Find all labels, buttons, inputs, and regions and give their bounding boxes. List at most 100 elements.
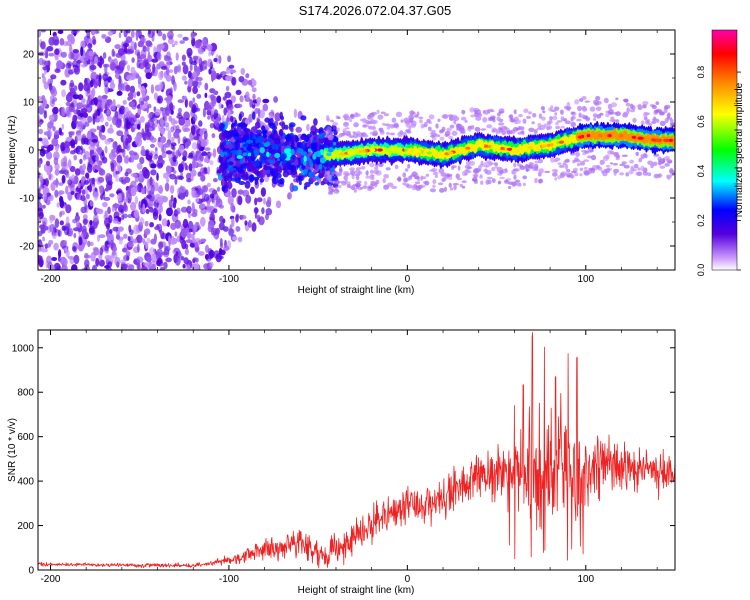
heatmap-cell — [296, 175, 300, 184]
heatmap-cell — [357, 171, 363, 175]
heatmap-cell — [227, 55, 232, 63]
heatmap-cell — [92, 115, 96, 125]
heatmap-cell — [468, 160, 475, 166]
heatmap-cell — [519, 164, 524, 169]
heatmap-cell — [312, 158, 317, 165]
heatmap-cell — [112, 218, 119, 224]
heatmap-cell — [655, 101, 660, 105]
heatmap-cell — [136, 59, 141, 69]
heatmap-cell — [89, 79, 94, 88]
heatmap-cell — [417, 184, 423, 190]
heatmap-cell — [106, 109, 110, 116]
heatmap-cell — [122, 147, 126, 158]
heatmap-cell — [143, 168, 150, 179]
heatmap-cell — [73, 85, 78, 91]
heatmap-cell — [41, 248, 48, 253]
heatmap-cell — [549, 119, 553, 124]
heatmap-cell — [149, 137, 157, 143]
heatmap-cell — [402, 172, 407, 178]
heatmap-cell — [582, 107, 588, 112]
heatmap-cell — [74, 168, 81, 176]
heatmap-cell — [209, 123, 215, 129]
heatmap-cell — [183, 111, 191, 121]
heatmap-cell — [169, 87, 173, 95]
heatmap-cell — [405, 122, 410, 128]
heatmap-cell — [374, 166, 379, 170]
heatmap-cell — [93, 80, 98, 89]
heatmap-cell — [140, 100, 145, 105]
heatmap-cell — [84, 254, 91, 259]
heatmap-cell — [68, 140, 76, 147]
heatmap-cell — [125, 30, 131, 34]
heatmap-cell — [187, 199, 191, 205]
heatmap-cell — [329, 180, 335, 184]
heatmap-cell — [607, 150, 614, 155]
heatmap-cell — [55, 56, 59, 61]
heatmap-cell — [209, 249, 215, 259]
heatmap-cell — [61, 174, 66, 184]
heatmap-cell — [117, 193, 123, 202]
heatmap-cell — [259, 178, 265, 183]
heatmap-cell — [196, 163, 204, 168]
heatmap-cell — [193, 136, 200, 141]
heatmap-cell — [117, 226, 124, 232]
heatmap-cell — [250, 126, 258, 135]
heatmap-cell — [101, 94, 108, 100]
heatmap-cell — [242, 162, 250, 166]
heatmap-cell — [555, 125, 560, 130]
heatmap-cell — [263, 197, 266, 205]
heatmap-cell — [58, 249, 62, 258]
y-tick-label: 800 — [17, 388, 34, 399]
heatmap-cell — [227, 104, 234, 111]
heatmap-cell — [41, 145, 45, 150]
heatmap-cell — [104, 63, 108, 74]
heatmap-cell — [461, 180, 467, 184]
heatmap-cell — [41, 225, 49, 231]
heatmap-cell — [49, 264, 55, 270]
heatmap-cell — [156, 51, 162, 61]
heatmap-cell — [135, 31, 139, 41]
heatmap-cell — [355, 182, 362, 188]
heatmap-cell — [139, 156, 145, 165]
heatmap-cell — [177, 64, 182, 73]
heatmap-cell — [59, 196, 64, 204]
heatmap-cell — [210, 226, 215, 236]
heatmap-cell — [169, 185, 175, 194]
heatmap-cell — [373, 169, 380, 175]
heatmap-cell — [666, 113, 670, 119]
heatmap-cell — [144, 62, 151, 70]
heatmap-cell — [122, 99, 127, 105]
heatmap-cell — [477, 109, 481, 115]
heatmap-cell — [259, 162, 263, 168]
heatmap-cell — [73, 148, 81, 154]
heatmap-cell — [60, 142, 66, 152]
heatmap-cell — [43, 81, 49, 90]
heatmap-cell — [370, 174, 375, 177]
heatmap-cell — [557, 162, 562, 166]
heatmap-cell — [197, 83, 201, 89]
heatmap-cell — [224, 144, 229, 149]
heatmap-cell — [155, 147, 158, 152]
heatmap-cell — [242, 171, 249, 180]
heatmap-cell — [125, 84, 131, 92]
heatmap-cell — [222, 218, 226, 224]
heatmap-cell — [76, 59, 82, 64]
heatmap-cell — [104, 255, 112, 260]
heatmap-cell — [179, 186, 187, 193]
heatmap-cell — [230, 228, 235, 235]
heatmap-cell — [385, 167, 391, 171]
heatmap-cell — [636, 104, 643, 108]
heatmap-cell — [244, 220, 248, 226]
heatmap-cell — [175, 251, 179, 256]
heatmap-cell — [193, 223, 198, 233]
heatmap-cell — [180, 206, 188, 213]
heatmap-cell — [166, 219, 170, 227]
heatmap-cell — [126, 255, 130, 261]
heatmap-cell — [107, 180, 113, 186]
heatmap-cell — [39, 185, 43, 190]
heatmap-cell — [449, 124, 455, 129]
heatmap-cell — [72, 246, 77, 252]
heatmap-cell — [332, 121, 338, 127]
